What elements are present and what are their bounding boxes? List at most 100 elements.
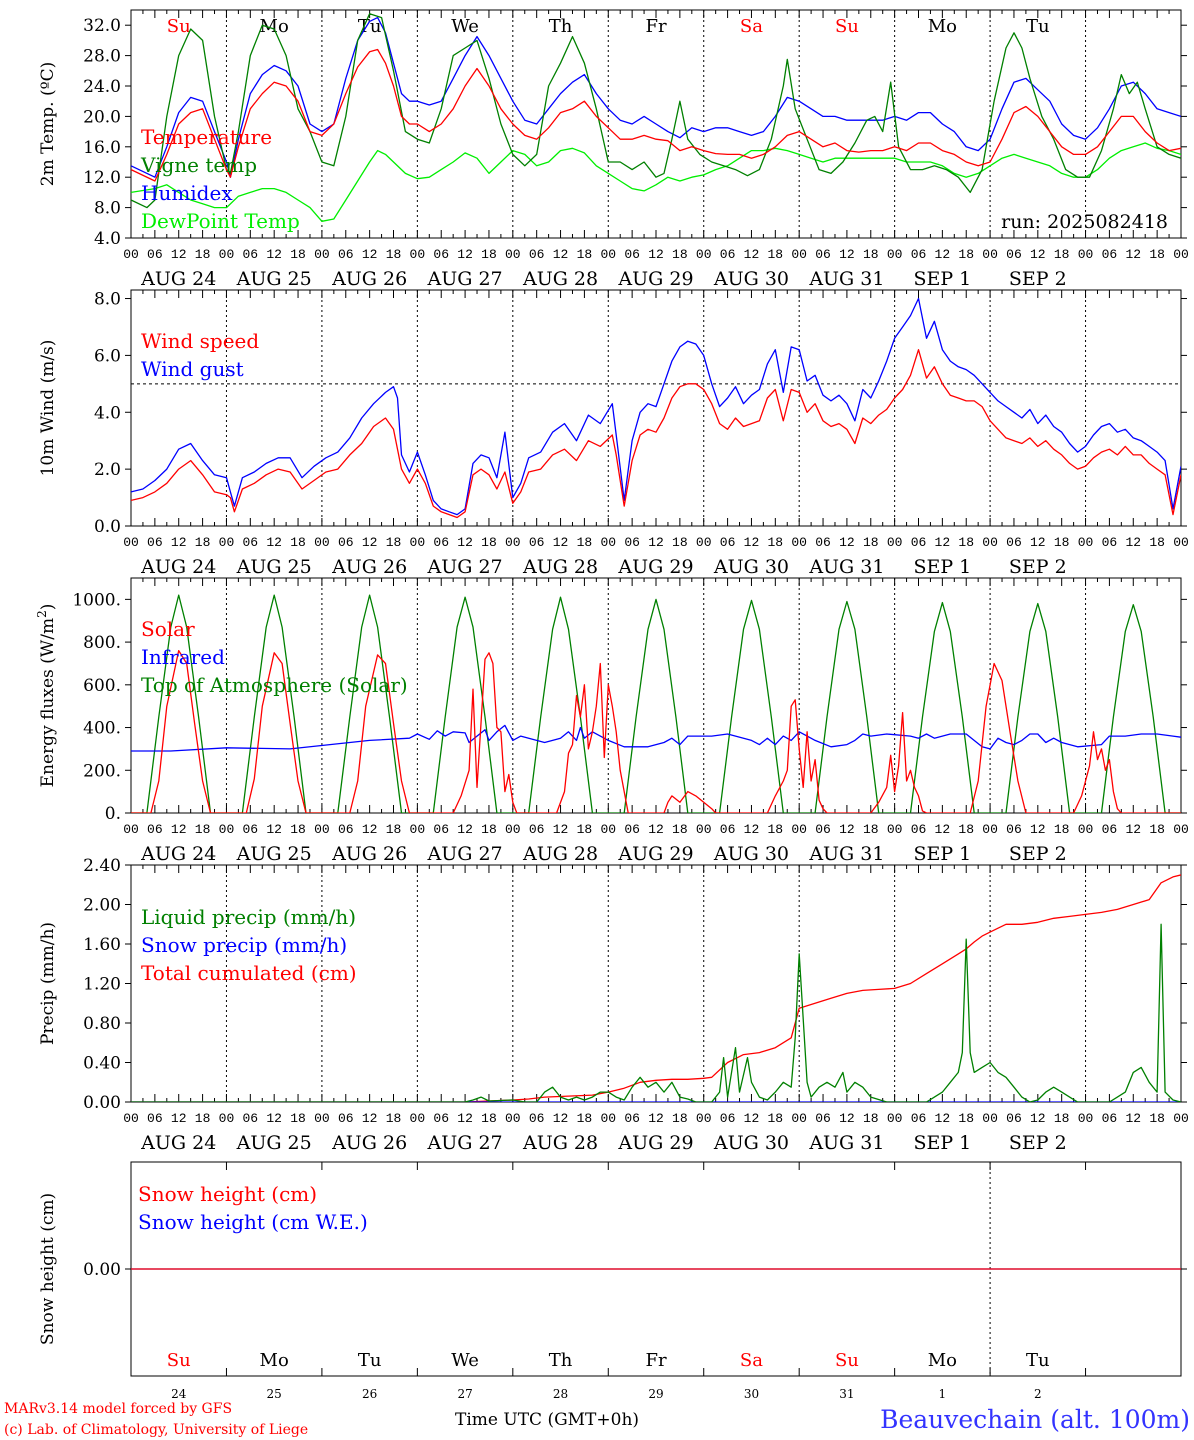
hour-label: 00 [314, 247, 330, 262]
hour-label: 18 [481, 247, 497, 262]
y-axis-title: Snow height (cm) [38, 1193, 58, 1345]
y-tick-label: 800. [83, 633, 121, 653]
weekday-label: Mo [260, 1350, 289, 1371]
hour-label: 12 [457, 1111, 473, 1126]
legend-entry: Solar [141, 617, 195, 641]
hour-label: 12 [266, 247, 282, 262]
hour-label: 06 [720, 822, 736, 837]
date-label: AUG 28 [522, 1132, 598, 1154]
legend-entry: Snow height (cm) [138, 1182, 317, 1206]
y-tick-label: 20.0 [83, 107, 121, 127]
hour-label: 12 [171, 822, 187, 837]
weekday-label: Fr [645, 16, 666, 37]
hour-label: 06 [1006, 822, 1022, 837]
y-tick-label: 8.0 [94, 290, 121, 310]
date-label: AUG 26 [331, 1132, 407, 1154]
hour-label: 18 [1054, 1111, 1070, 1126]
y-tick-label: 200. [83, 761, 121, 781]
hour-label: 12 [362, 822, 378, 837]
date-label: AUG 26 [331, 268, 407, 290]
hour-label: 18 [290, 247, 306, 262]
hour-label: 18 [1149, 1111, 1165, 1126]
y-tick-label: 1.20 [83, 975, 121, 995]
panel-energy: 1000.800.600.400.200.0.00 06 12 18 00 06 12 18 0… [35, 577, 1189, 865]
hour-label: 06 [1006, 247, 1022, 262]
y-tick-label: 2.00 [83, 896, 121, 916]
hour-label: 12 [1030, 822, 1046, 837]
hour-label: 12 [839, 1111, 855, 1126]
hour-label: 00 [1173, 247, 1189, 262]
hour-label: 00 [982, 822, 998, 837]
weekday-label: Su [835, 16, 859, 37]
hour-label: 18 [1054, 535, 1070, 550]
date-label: AUG 26 [331, 556, 407, 578]
hour-label: 18 [1054, 822, 1070, 837]
hour-label: 18 [958, 822, 974, 837]
date-label: SEP 1 [913, 268, 971, 290]
panel-snow: 0.00 Su 24 Mo 25 Tu 26 We 27 Th 28 Fr 29 Sa 30 Su 31 Mo 1 T… [38, 1161, 1187, 1401]
date-label: AUG 27 [427, 556, 503, 578]
hour-label: 12 [1125, 247, 1141, 262]
hour-label: 00 [410, 1111, 426, 1126]
y-tick-label: 6.0 [94, 346, 121, 366]
y-tick-label: 24.0 [83, 77, 121, 97]
date-label: SEP 2 [1009, 268, 1067, 290]
lab-credit: (c) Lab. of Climatology, University of L… [4, 1422, 308, 1438]
hour-label: 12 [935, 1111, 951, 1126]
series-line [131, 874, 1181, 1102]
hour-label: 18 [958, 247, 974, 262]
date-label: AUG 30 [713, 1132, 789, 1154]
y-axis-title: 10m Wind (m/s) [38, 340, 58, 477]
hour-label: 06 [815, 535, 831, 550]
hour-label: 00 [791, 247, 807, 262]
hour-label: 00 [123, 1111, 139, 1126]
y-tick-label: 32.0 [83, 16, 121, 36]
hour-label: 12 [744, 247, 760, 262]
hour-label: 12 [648, 822, 664, 837]
y-tick-label: 8.0 [94, 199, 121, 219]
hour-label: 12 [1030, 1111, 1046, 1126]
hour-label: 18 [863, 247, 879, 262]
hour-label: 12 [1125, 535, 1141, 550]
hour-label: 00 [123, 822, 139, 837]
weekday-label: Su [167, 1350, 191, 1371]
hour-label: 18 [672, 1111, 688, 1126]
hour-label: 06 [529, 1111, 545, 1126]
legend-entry: Vigne temp [140, 153, 257, 177]
hour-label: 00 [1078, 535, 1094, 550]
weekday-label: Tu [358, 1350, 382, 1371]
legend-entry: Total cumulated (cm) [141, 961, 357, 985]
hour-label: 06 [147, 247, 163, 262]
hour-label: 18 [290, 822, 306, 837]
hour-label: 18 [481, 535, 497, 550]
date-label: AUG 25 [236, 843, 312, 865]
hour-label: 12 [935, 822, 951, 837]
series-line [131, 649, 1181, 813]
day-number: 25 [267, 1387, 282, 1401]
hour-label: 06 [815, 822, 831, 837]
hour-label: 00 [982, 1111, 998, 1126]
hour-label: 18 [768, 535, 784, 550]
hour-label: 06 [338, 535, 354, 550]
date-label: AUG 31 [808, 268, 884, 290]
y-tick-label: 0.00 [83, 1260, 121, 1280]
weekday-label: Fr [645, 1350, 666, 1371]
y-tick-label: 600. [83, 676, 121, 696]
date-label: AUG 31 [808, 1132, 884, 1154]
hour-label: 18 [768, 247, 784, 262]
hour-label: 06 [243, 1111, 259, 1126]
hour-label: 18 [768, 822, 784, 837]
hour-label: 00 [505, 822, 521, 837]
hour-label: 18 [386, 535, 402, 550]
date-label: AUG 30 [713, 843, 789, 865]
date-label: AUG 31 [808, 556, 884, 578]
series-line [131, 48, 1181, 182]
hour-label: 00 [1173, 535, 1189, 550]
y-axis-title: Energy fluxes (W/m2) [35, 604, 58, 788]
series-line [131, 349, 1181, 519]
date-label: SEP 2 [1009, 1132, 1067, 1154]
hour-label: 18 [672, 535, 688, 550]
hour-label: 12 [362, 1111, 378, 1126]
